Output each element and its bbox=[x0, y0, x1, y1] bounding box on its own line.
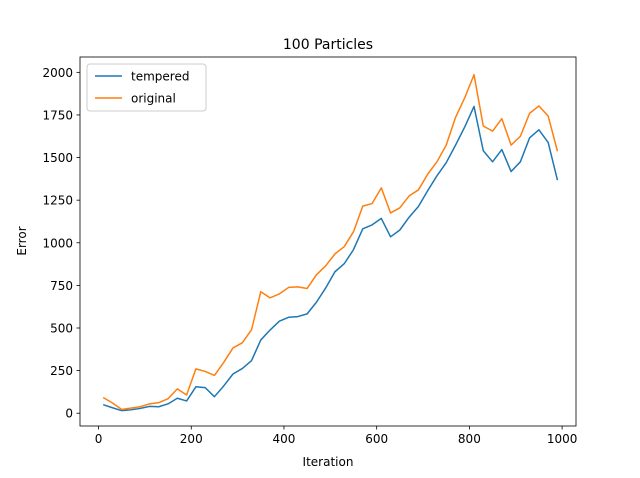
chart-title: 100 Particles bbox=[283, 37, 373, 53]
x-tick-label: 600 bbox=[365, 432, 388, 446]
y-tick-label: 0 bbox=[65, 407, 73, 421]
y-tick-label: 1750 bbox=[42, 108, 73, 122]
y-tick-label: 500 bbox=[50, 321, 73, 335]
x-tick-label: 800 bbox=[458, 432, 481, 446]
y-tick-label: 2000 bbox=[42, 66, 73, 80]
y-tick-label: 250 bbox=[50, 364, 73, 378]
y-tick-label: 1000 bbox=[42, 236, 73, 250]
y-tick-label: 1250 bbox=[42, 194, 73, 208]
x-tick-label: 200 bbox=[180, 432, 203, 446]
plot-area: 0 200 400 600 800 1000 0 250 500 750 1000 1250 1500 1… bbox=[42, 56, 578, 446]
y-tick-label: 750 bbox=[50, 279, 73, 293]
series-line-tempered bbox=[102, 105, 559, 412]
legend-label-tempered: tempered bbox=[131, 70, 189, 84]
x-tick-label: 1000 bbox=[547, 432, 578, 446]
y-tick-label: 1500 bbox=[42, 151, 73, 165]
x-axis-label: Iteration bbox=[303, 455, 354, 469]
series-line-original bbox=[102, 73, 559, 411]
x-tick-label: 0 bbox=[95, 432, 103, 446]
legend-label-original: original bbox=[131, 92, 176, 106]
x-tick-label: 400 bbox=[273, 432, 296, 446]
axes-frame bbox=[79, 56, 577, 427]
y-axis-label: Error bbox=[15, 226, 29, 255]
